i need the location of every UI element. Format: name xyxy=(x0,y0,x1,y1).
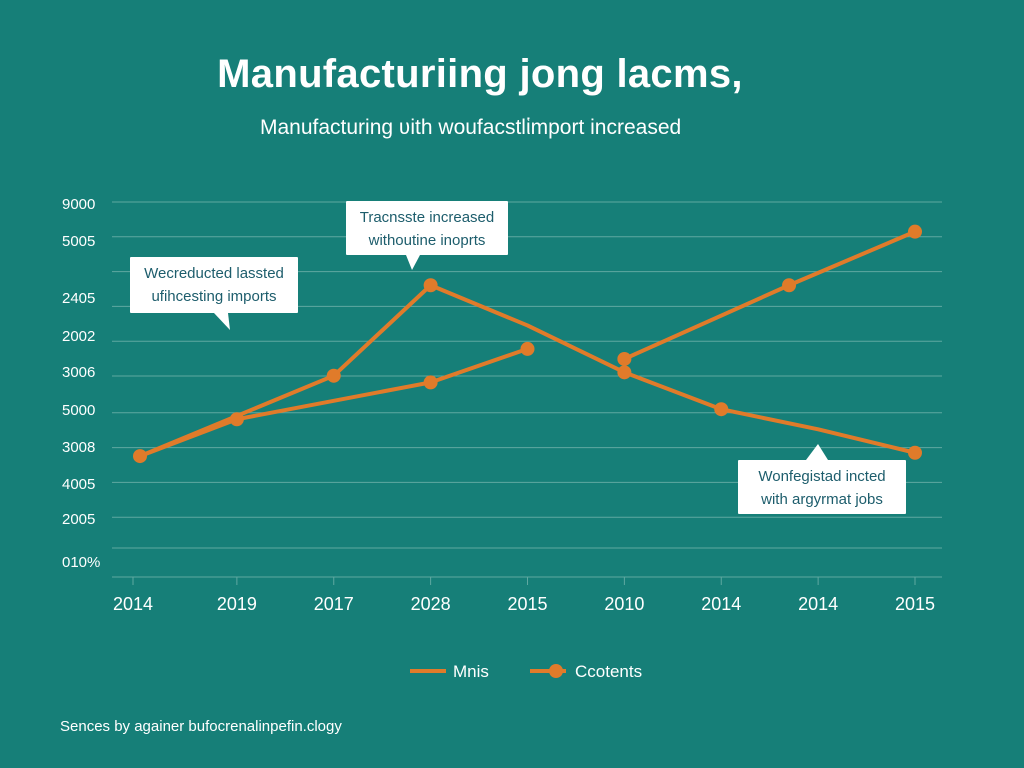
data-point xyxy=(908,224,922,239)
legend-swatch-marker xyxy=(549,664,563,678)
legend-item: Ccotents xyxy=(530,662,642,681)
y-tick-label: 3008 xyxy=(62,439,95,456)
callout-text: ufihcesting imports xyxy=(151,288,276,305)
data-point xyxy=(229,412,244,427)
annotation-callout: Tracnsste increased withoutine inoprts xyxy=(346,201,508,270)
y-tick-label: 2005 xyxy=(62,511,95,528)
callout-box xyxy=(738,460,906,514)
callout-pointer xyxy=(806,444,828,460)
legend-label: Mnis xyxy=(453,662,489,681)
series-line xyxy=(138,283,917,459)
data-point xyxy=(520,341,535,356)
chart-subtitle: Manufacturing ʋith woufacstlἱmport incre… xyxy=(260,116,682,139)
callout-box xyxy=(130,257,298,313)
y-tick-label: 5000 xyxy=(62,402,95,419)
data-point xyxy=(423,375,438,390)
series-line xyxy=(138,346,530,459)
y-tick-label: 4005 xyxy=(62,476,95,493)
x-tick-label: 2028 xyxy=(411,594,451,614)
x-tick-label: 2017 xyxy=(314,594,354,614)
callout-text: withoutine inoprts xyxy=(368,232,486,249)
y-tick-label: 9000 xyxy=(62,196,95,213)
data-point xyxy=(326,368,341,383)
legend-item: Mnis xyxy=(410,662,489,681)
x-tick-label: 2014 xyxy=(701,594,741,614)
callout-text: with argyrmat jobs xyxy=(760,491,883,508)
callout-text: Wecreducted lassted xyxy=(144,265,284,282)
callout-text: Tracnsste increased xyxy=(360,209,495,226)
data-point xyxy=(617,351,632,366)
callout-pointer xyxy=(406,255,420,270)
x-tick-label: 2010 xyxy=(604,594,644,614)
y-tick-label: 2405 xyxy=(62,290,95,307)
series-line xyxy=(622,229,917,361)
x-tick-label: 2019 xyxy=(217,594,257,614)
x-tick-label: 2015 xyxy=(895,594,935,614)
annotation-callout: Wonfegistad incted with argyrmat jobs xyxy=(738,444,906,514)
x-tick-label: 2014 xyxy=(113,594,153,614)
data-point xyxy=(617,365,632,380)
y-tick-label: 5005 xyxy=(62,233,95,250)
y-tick-label: 3006 xyxy=(62,364,95,381)
callout-text: Wonfegistad incted xyxy=(758,468,885,485)
legend: Mnis Ccotents xyxy=(410,662,642,681)
y-tick-label: 2002 xyxy=(62,328,95,345)
chart-title: Manufacturiing jong lacms, xyxy=(217,52,743,96)
annotation-callout: Wecreducted lassted ufihcesting imports xyxy=(130,257,298,330)
y-tick-label: 010% xyxy=(62,554,100,571)
callout-pointer xyxy=(214,313,230,330)
source-note: Sences by againer bufocrenalinpefin.clog… xyxy=(60,718,342,735)
legend-label: Ccotents xyxy=(575,662,642,681)
x-axis-tick-labels: 2014 2019 2017 2028 2015 2010 2014 2014 2015 xyxy=(113,577,935,614)
x-tick-label: 2014 xyxy=(798,594,838,614)
data-point xyxy=(133,449,147,464)
data-point xyxy=(423,278,438,293)
data-point xyxy=(782,278,797,293)
data-point xyxy=(908,445,922,460)
y-axis-tick-labels: 9000 5005 2405 2002 3006 5000 3008 4005 2005 010% xyxy=(62,196,100,571)
x-tick-label: 2015 xyxy=(507,594,547,614)
annotations: Tracnsste increased withoutine inoprts Wec… xyxy=(130,201,906,514)
callout-box xyxy=(346,201,508,255)
series-markers xyxy=(133,224,922,464)
data-point xyxy=(714,402,729,417)
